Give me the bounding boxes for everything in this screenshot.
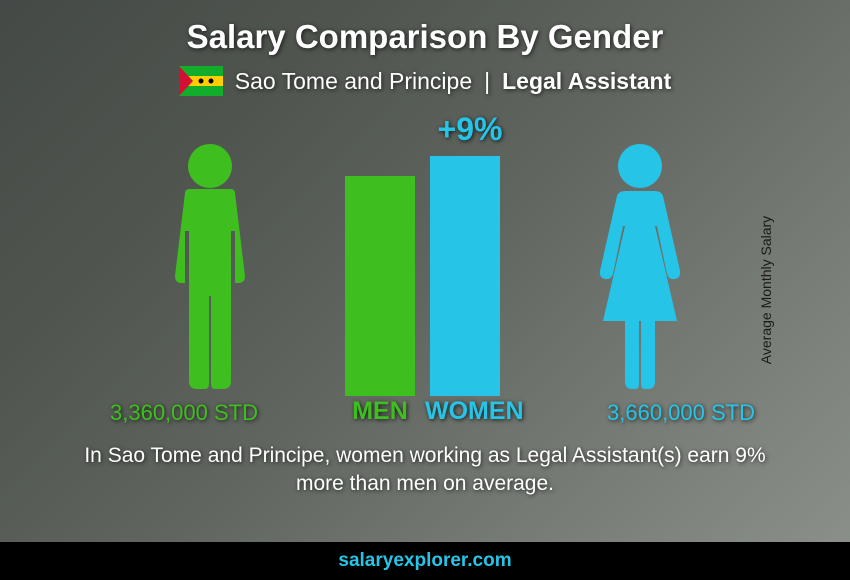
female-label: WOMEN xyxy=(425,397,525,426)
male-salary: 3,360,000 STD xyxy=(110,400,258,426)
y-axis-label: Average Monthly Salary xyxy=(758,216,774,364)
male-label: MEN xyxy=(345,397,415,426)
bar-male xyxy=(345,156,415,396)
male-icon xyxy=(155,141,265,396)
bar-female xyxy=(430,156,500,396)
infographic-container: Salary Comparison By Gender Sao Tome and… xyxy=(0,0,850,580)
country-label: Sao Tome and Principe xyxy=(235,68,472,95)
divider: | xyxy=(484,68,490,95)
subtitle-row: Sao Tome and Principe | Legal Assistant xyxy=(179,66,672,96)
chart-area: +9% xyxy=(35,116,815,426)
percent-diff-label: +9% xyxy=(430,111,510,148)
page-title: Salary Comparison By Gender xyxy=(187,18,664,56)
female-salary: 3,660,000 STD xyxy=(607,400,755,426)
summary-text: In Sao Tome and Principe, women working … xyxy=(65,442,785,499)
footer: salaryexplorer.com xyxy=(0,542,850,580)
job-title-label: Legal Assistant xyxy=(502,68,671,95)
flag-icon xyxy=(179,66,223,96)
footer-link[interactable]: salaryexplorer.com xyxy=(338,550,511,572)
female-icon xyxy=(585,141,695,396)
